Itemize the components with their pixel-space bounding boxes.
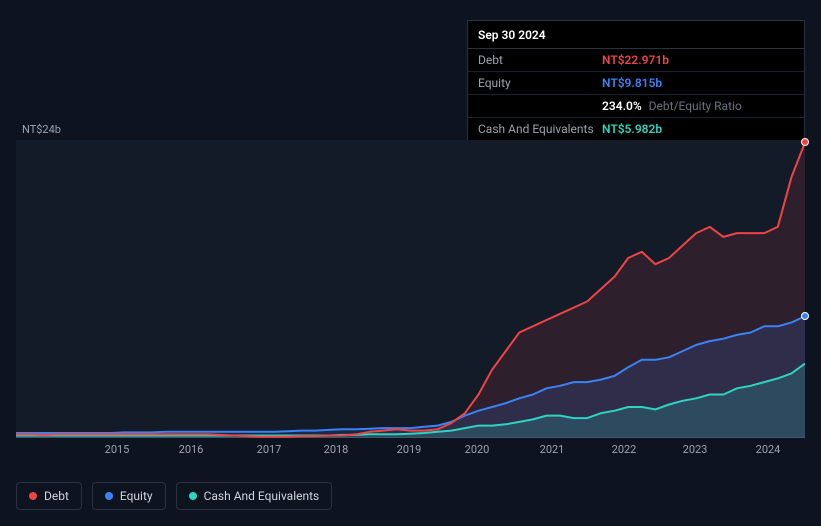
x-axis-tick: 2015: [105, 443, 130, 456]
series-end-dot: [801, 138, 809, 146]
tooltip-row: 234.0% Debt/Equity Ratio: [468, 95, 804, 118]
tooltip-row-label: Equity: [478, 76, 602, 90]
x-axis-tick: 2016: [179, 443, 204, 456]
tooltip-row: Cash And EquivalentsNT$5.982b: [468, 118, 804, 140]
chart-legend: Debt Equity Cash And Equivalents: [16, 482, 332, 510]
tooltip-date: Sep 30 2024: [468, 21, 804, 49]
tooltip-row-label: Cash And Equivalents: [478, 122, 602, 136]
legend-dot-icon: [29, 492, 37, 500]
tooltip-row-label: [478, 99, 602, 113]
y-axis-label-top: NT$24b: [22, 123, 61, 136]
tooltip-row-value: NT$22.971b: [602, 53, 669, 67]
legend-item-cash[interactable]: Cash And Equivalents: [176, 482, 333, 510]
legend-dot-icon: [189, 492, 197, 500]
series-end-dot: [801, 312, 809, 320]
chart-plot-area[interactable]: [16, 140, 805, 438]
x-axis: 2015 2016 2017 2018 2019 2020 2021 2022 2023 2024: [16, 443, 805, 461]
x-axis-tick: 2018: [324, 443, 349, 456]
tooltip-row: EquityNT$9.815b: [468, 72, 804, 95]
x-axis-tick: 2017: [257, 443, 282, 456]
chart-tooltip: Sep 30 2024 DebtNT$22.971bEquityNT$9.815…: [467, 20, 805, 141]
legend-item-equity[interactable]: Equity: [92, 482, 166, 510]
x-axis-tick: 2024: [756, 443, 781, 456]
legend-item-label: Equity: [120, 489, 153, 503]
legend-dot-icon: [105, 492, 113, 500]
x-axis-tick: 2020: [465, 443, 490, 456]
tooltip-row-value: NT$9.815b: [602, 76, 662, 90]
legend-item-label: Debt: [44, 489, 69, 503]
tooltip-row-value: 234.0% Debt/Equity Ratio: [602, 99, 742, 113]
legend-item-label: Cash And Equivalents: [204, 489, 320, 503]
tooltip-row-label: Debt: [478, 53, 602, 67]
tooltip-row: DebtNT$22.971b: [468, 49, 804, 72]
chart-svg: [16, 140, 805, 438]
x-axis-tick: 2022: [612, 443, 637, 456]
x-axis-tick: 2019: [397, 443, 422, 456]
x-axis-tick: 2021: [540, 443, 565, 456]
x-axis-tick: 2023: [683, 443, 708, 456]
tooltip-row-value: NT$5.982b: [602, 122, 662, 136]
legend-item-debt[interactable]: Debt: [16, 482, 82, 510]
